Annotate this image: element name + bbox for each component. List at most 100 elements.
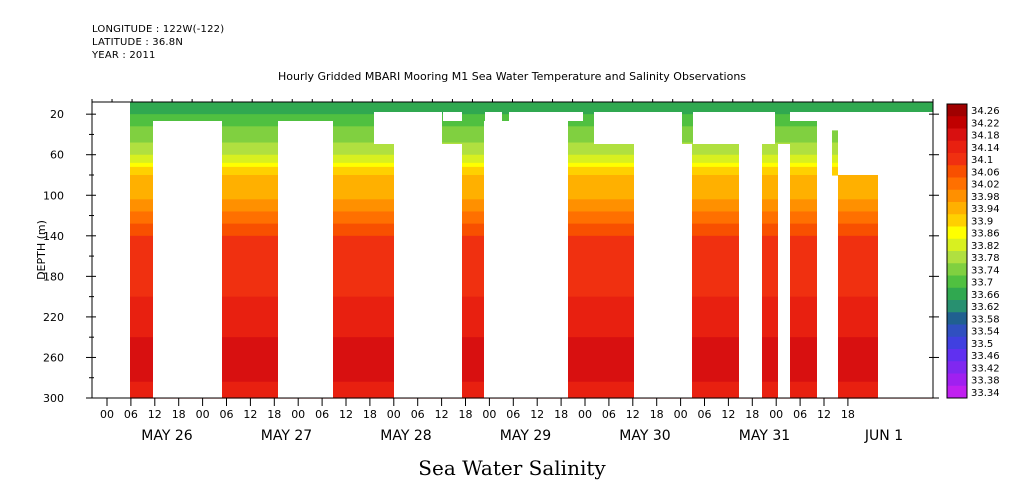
data-gap [443,112,462,121]
salinity-band [838,341,878,346]
salinity-band [838,385,878,391]
salinity-band [832,154,838,160]
y-axis-label: DEPTH (m) [35,220,48,280]
salinity-band [832,158,838,164]
colorbar-swatch [947,177,967,191]
colorbar-label: 34.02 [971,180,1000,191]
data-gap [484,121,568,398]
salinity-band [838,203,878,209]
data-gap [739,144,762,398]
data-gap [594,112,682,144]
salinity-band [838,239,878,245]
salinity-band [838,260,878,265]
y-tick-label: 100 [43,189,64,202]
x-tick-label: 06 [506,408,520,421]
y-tick-label: 220 [43,311,64,324]
x-tick-label: 12 [721,408,735,421]
colorbar: 34.2634.2234.1834.1434.134.0634.0233.983… [946,103,1000,399]
salinity-band [838,243,878,249]
salinity-band [838,361,878,367]
x-tick-label: 00 [674,408,688,421]
salinity-band [838,272,878,277]
colorbar-label: 33.66 [971,290,1000,301]
colorbar-swatch [947,214,967,227]
salinity-band [832,142,838,148]
salinity-band [838,183,878,188]
salinity-band [838,333,878,338]
x-day-label: MAY 29 [500,428,551,444]
axes-layer: 20 60 100 140 180 220 260 300 00 06 12 18 00 06 12 18 00… [43,99,939,444]
colorbar-swatch [947,349,967,362]
salinity-band [130,102,933,107]
salinity-band [838,174,878,180]
colorbar-label: 33.98 [971,192,1000,203]
salinity-band [838,227,878,233]
x-tick-label: 18 [459,408,473,421]
colorbar-swatch [947,361,967,374]
colorbar-swatch [947,116,967,129]
x-tick-label: 00 [578,408,592,421]
colorbar-frame [946,103,968,399]
salinity-band [838,357,878,363]
salinity-band [832,146,838,152]
data-gap [778,144,790,398]
salinity-band [832,166,838,172]
colorbar-label: 33.54 [971,327,1000,338]
salinity-band [838,296,878,302]
colorbar-label: 33.62 [971,302,1000,313]
salinity-band [838,179,878,184]
colorbar-swatch [947,251,967,264]
data-gap [374,112,442,144]
y-tick-label: 60 [50,149,64,162]
x-tick-label: 18 [172,408,186,421]
salinity-band [838,195,878,200]
x-tick-label: 18 [554,408,568,421]
salinity-band [838,300,878,306]
salinity-band [838,345,878,350]
salinity-band [838,349,878,354]
y-tick-label: 180 [43,270,64,283]
x-tick-label: 12 [148,408,162,421]
colorbar-swatch [947,238,967,252]
x-tick-label: 12 [626,408,640,421]
salinity-band [838,276,878,282]
colorbar-label: 33.34 [971,388,1000,399]
colorbar-swatch [947,312,967,325]
colorbar-label: 33.7 [971,278,993,289]
x-tick-label: 12 [530,408,544,421]
x-tick-label: 06 [793,408,807,421]
x-tick-label: 00 [769,408,783,421]
colorbar-swatch [947,300,967,313]
x-tick-label: 12 [243,408,257,421]
y-tick-label: 300 [43,392,64,405]
colorbar-label: 33.94 [971,204,1000,215]
salinity-band [838,389,878,395]
salinity-band [838,219,878,225]
data-gap [693,112,775,144]
x-tick-label: 06 [602,408,616,421]
salinity-band [838,199,878,204]
y-tick-label: 140 [43,230,64,243]
salinity-band [838,231,878,237]
colorbar-swatch [947,202,967,215]
colorbar-label: 33.38 [971,376,1000,387]
salinity-band [838,320,878,326]
x-day-label: MAY 31 [739,428,790,444]
data-gap [278,121,333,398]
salinity-band [838,280,878,286]
colorbar-label: 34.26 [971,106,1000,117]
x-tick-label: 06 [698,408,712,421]
colorbar-swatch [947,104,967,117]
x-tick-label: 06 [220,408,234,421]
salinity-band [838,365,878,371]
x-tick-label: 12 [339,408,353,421]
colorbar-label: 33.46 [971,351,1000,362]
colorbar-swatch [947,189,967,203]
x-tick-label: 00 [482,408,496,421]
salinity-band [832,150,838,156]
colorbar-label: 33.42 [971,363,1000,374]
salinity-band [838,191,878,196]
salinity-band [838,288,878,294]
colorbar-swatch [947,153,967,166]
x-tick-label: 06 [124,408,138,421]
